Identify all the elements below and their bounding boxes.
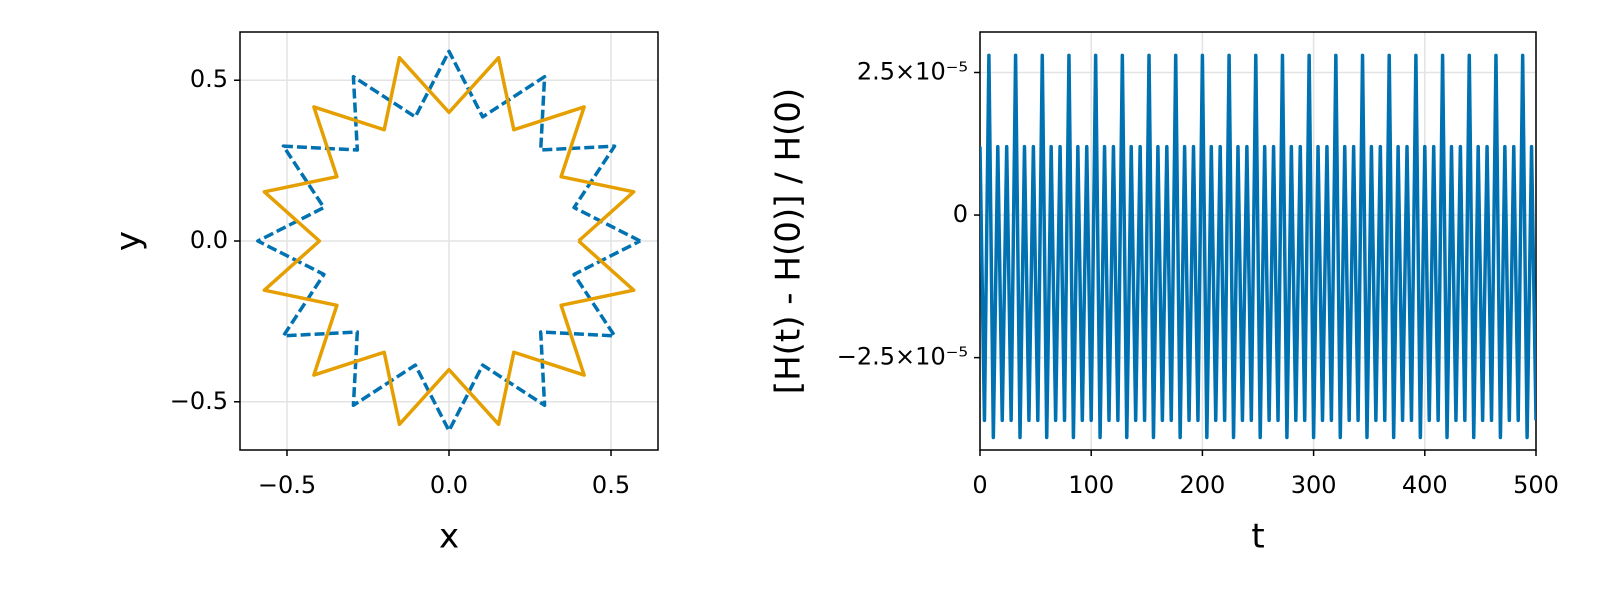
y-tick-label: 0	[953, 200, 968, 228]
x-tick-label: 400	[1402, 471, 1448, 499]
data-line	[980, 53, 1536, 440]
plot-area	[980, 53, 1536, 440]
x-tick-label: 0.0	[430, 471, 468, 499]
y-tick-label: −0.5	[170, 387, 228, 415]
x-axis-label: t	[1251, 517, 1264, 557]
axes-frame	[239, 31, 659, 451]
x-tick-label: 300	[1291, 471, 1337, 499]
y-tick-label: 0.0	[190, 226, 228, 254]
y-axis-label: y	[109, 231, 149, 251]
y-tick-label: 2.5×10⁻⁵	[857, 57, 968, 85]
y-axis-label: [H(t) - H(0)] / H(0)	[769, 88, 809, 394]
data-line	[262, 55, 636, 427]
y-tick-label: 0.5	[190, 65, 228, 93]
x-axis-label: x	[439, 517, 459, 557]
data-line	[256, 49, 641, 433]
x-tick-label: 100	[1068, 471, 1114, 499]
x-tick-label: 200	[1179, 471, 1225, 499]
axes: −0.5 0.0 0.5 −0.5 0.0 0.5	[170, 31, 659, 499]
x-tick-label: −0.5	[258, 471, 316, 499]
plot-area	[256, 49, 641, 433]
x-tick-label: 500	[1513, 471, 1559, 499]
x-tick-label: 0	[972, 471, 987, 499]
y-tick-label: −2.5×10⁻⁵	[837, 343, 968, 371]
x-tick-label: 0.5	[592, 471, 630, 499]
